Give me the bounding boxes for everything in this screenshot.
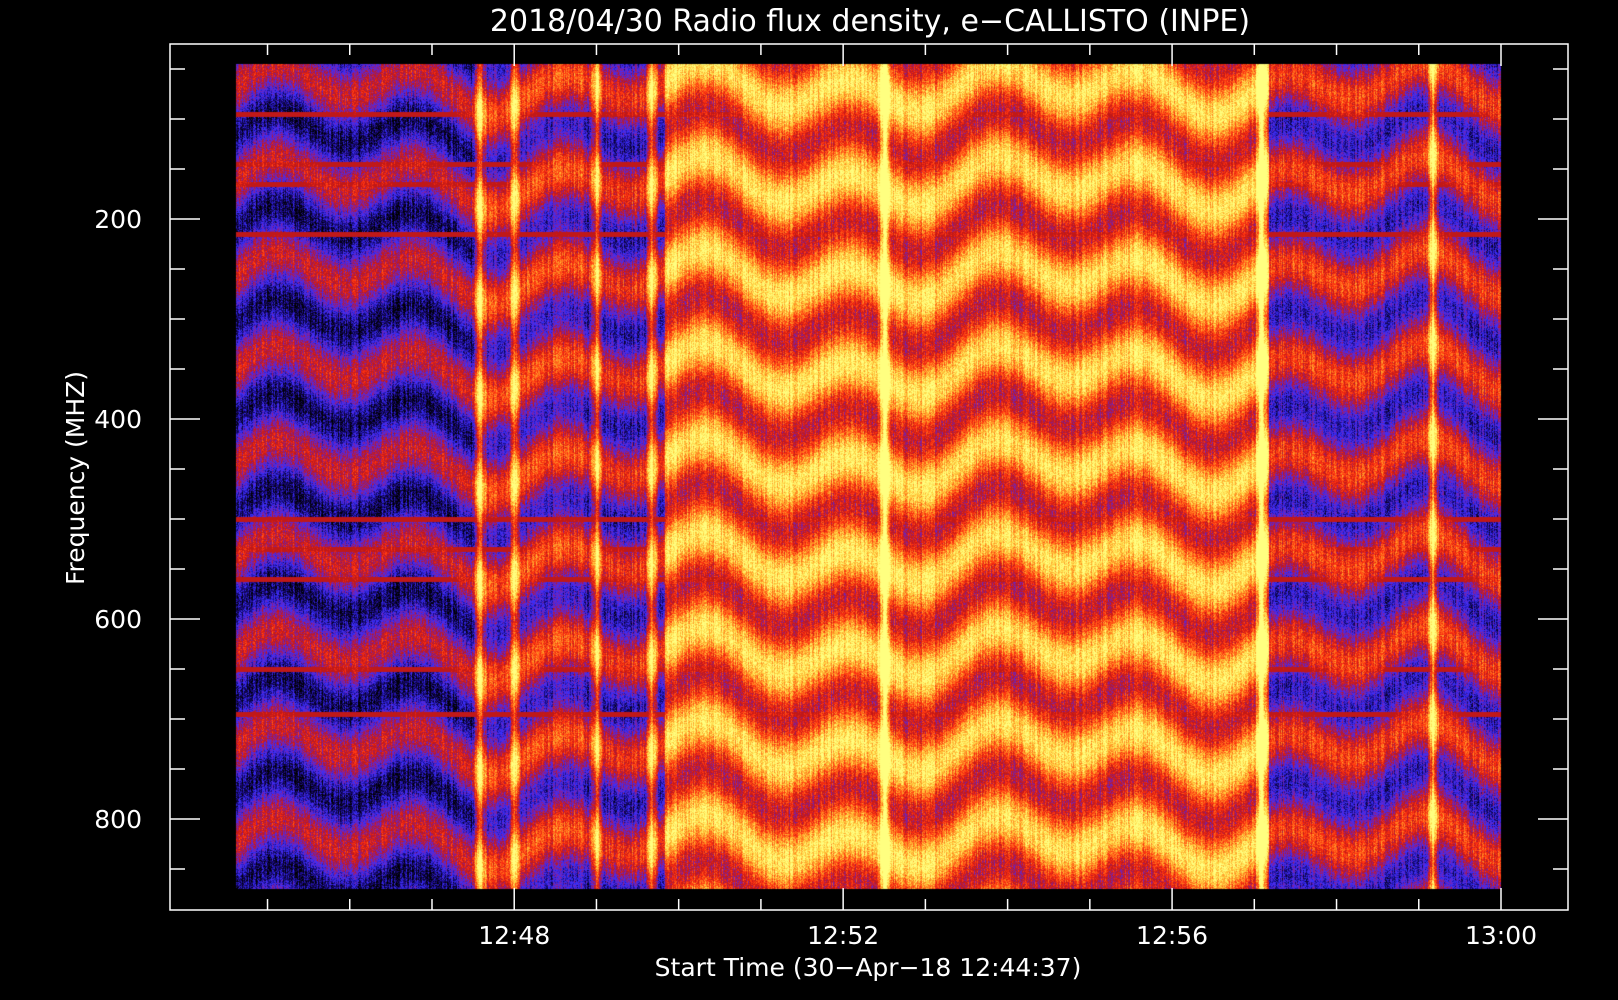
- y-tick-label: 400: [94, 405, 142, 434]
- x-axis-label: Start Time (30−Apr−18 12:44:37): [655, 953, 1082, 982]
- x-axis: 12:48 12:52 12:56 13:00: [266, 44, 1537, 950]
- x-tick-label: 12:56: [1136, 921, 1208, 950]
- x-tick-label: 12:48: [478, 921, 550, 950]
- y-tick-label: 200: [94, 205, 142, 234]
- y-tick-label: 800: [94, 805, 142, 834]
- y-axis-label: Frequency (MHZ): [61, 371, 90, 585]
- chart-title: 2018/04/30 Radio flux density, e−CALLIST…: [490, 4, 1250, 39]
- x-tick-label: 12:52: [807, 921, 879, 950]
- y-tick-label: 600: [94, 605, 142, 634]
- x-tick-label: 13:00: [1465, 921, 1537, 950]
- plot-frame: [169, 43, 1569, 911]
- y-axis: 200 400 600 800: [94, 68, 1568, 870]
